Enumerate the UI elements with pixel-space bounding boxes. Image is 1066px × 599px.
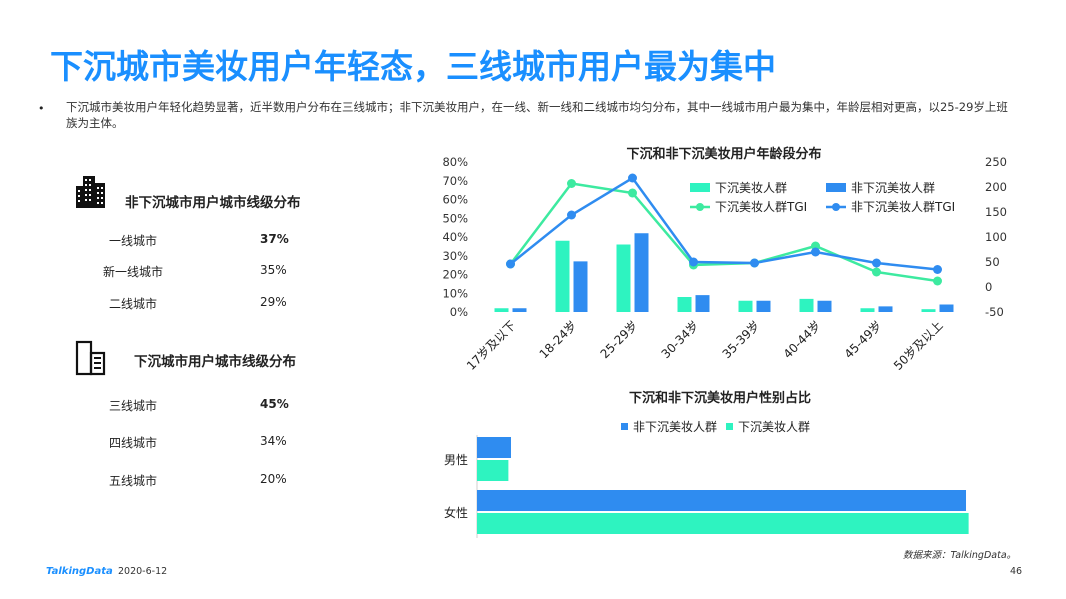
sink-row-label: 三线城市 xyxy=(109,399,158,413)
y-axis-tick-label: 50% xyxy=(442,211,468,225)
tgi-line xyxy=(509,182,938,283)
gender-bar xyxy=(477,437,511,458)
y2-axis-tick-label: 200 xyxy=(985,180,1007,194)
non-sink-row-value: 29% xyxy=(260,295,287,309)
sink-row-value: 34% xyxy=(260,434,287,448)
tgi-point xyxy=(506,259,515,269)
legend-marker xyxy=(696,203,704,211)
sink-section-title: 下沉城市用户城市线级分布 xyxy=(134,354,296,370)
y-axis-tick-label: 0% xyxy=(450,305,468,319)
age-chart-title: 下沉和非下沉美妆用户年龄段分布 xyxy=(626,146,821,162)
tgi-point xyxy=(933,265,942,274)
tgi-point xyxy=(872,267,881,277)
tgi-point xyxy=(689,257,698,267)
city-buildings-icon xyxy=(76,176,105,208)
footer-date: 2020-6-12 xyxy=(118,566,168,577)
legend-marker xyxy=(832,203,840,211)
bullet-dot: • xyxy=(38,102,45,115)
non-sink-row-label: 二线城市 xyxy=(109,297,158,311)
x-axis-tick-label: 17岁及以下 xyxy=(463,318,518,373)
age-bar xyxy=(939,304,954,312)
legend-swatch xyxy=(726,423,733,430)
age-bar xyxy=(738,300,753,312)
gender-bar xyxy=(477,460,509,481)
x-axis-tick-label: 30-34岁 xyxy=(658,318,702,362)
tgi-point xyxy=(567,179,576,188)
non-sink-section-title: 非下沉城市用户城市线级分布 xyxy=(125,195,301,211)
y-axis-tick-label: 60% xyxy=(442,193,468,207)
legend-swatch xyxy=(690,183,710,192)
page-number: 46 xyxy=(1010,566,1023,577)
legend-label: 非下沉美妆人群TGI xyxy=(851,200,955,214)
age-bar xyxy=(616,244,631,312)
x-axis-tick-label: 18-24岁 xyxy=(536,318,580,362)
tgi-point xyxy=(750,258,759,268)
non-sink-row-value: 35% xyxy=(260,263,287,277)
age-bar xyxy=(817,300,832,312)
y2-axis-tick-label: -50 xyxy=(985,305,1004,319)
x-axis-tick-label: 45-49岁 xyxy=(841,318,885,362)
tgi-point xyxy=(872,258,881,268)
sink-row-label: 四线城市 xyxy=(109,436,158,450)
y2-axis-tick-label: 250 xyxy=(985,155,1007,169)
y-axis-tick-label: 70% xyxy=(442,174,468,188)
age-bar xyxy=(494,308,509,312)
tgi-point xyxy=(567,210,576,220)
age-bar xyxy=(860,308,875,312)
x-axis-tick-label: 40-44岁 xyxy=(780,318,824,362)
non-sink-row-value: 37% xyxy=(260,232,289,246)
y-axis-tick-label: 20% xyxy=(442,268,468,282)
building-outline-icon xyxy=(75,340,106,376)
age-bar xyxy=(677,297,692,312)
gender-category-label: 女性 xyxy=(444,505,468,520)
x-axis-tick-label: 25-29岁 xyxy=(597,318,641,362)
tgi-point xyxy=(628,173,637,183)
legend-label: 非下沉美妆人群 xyxy=(633,420,717,434)
age-bar xyxy=(799,298,814,312)
legend-label: 下沉美妆人群TGI xyxy=(715,200,807,214)
age-bar xyxy=(573,261,588,312)
x-axis-tick-label: 35-39岁 xyxy=(719,318,763,362)
age-bar xyxy=(756,300,771,312)
sink-row-value: 45% xyxy=(260,397,289,411)
y-axis-tick-label: 40% xyxy=(442,230,468,244)
age-bar xyxy=(555,240,570,312)
legend-label: 下沉美妆人群 xyxy=(738,420,810,434)
age-bar xyxy=(634,233,649,312)
gender-bar xyxy=(477,490,967,511)
tgi-point xyxy=(933,276,942,286)
y-axis-tick-label: 80% xyxy=(442,155,468,169)
y2-axis-tick-label: 150 xyxy=(985,205,1007,219)
legend-swatch xyxy=(621,423,628,430)
non-sink-row-label: 新一线城市 xyxy=(103,265,164,279)
gender-chart-title: 下沉和非下沉美妆用户性别占比 xyxy=(629,390,811,406)
y-axis-tick-label: 10% xyxy=(442,286,468,300)
y2-axis-tick-label: 0 xyxy=(985,280,992,294)
talkingdata-logo: TalkingData xyxy=(46,566,113,577)
y-axis-tick-label: 30% xyxy=(442,249,468,263)
age-bar xyxy=(512,308,527,312)
y2-axis-tick-label: 100 xyxy=(985,230,1007,244)
tgi-line xyxy=(509,176,938,271)
page-title: 下沉城市美妆用户年轻态，三线城市用户最为集中 xyxy=(50,47,776,86)
legend-label: 非下沉美妆人群 xyxy=(851,181,935,195)
sink-row-value: 20% xyxy=(260,472,287,486)
non-sink-row-label: 一线城市 xyxy=(109,234,158,248)
description-text: 下沉城市美妆用户年轻化趋势显著，近半数用户分布在三线城市；非下沉美妆用户，在一线… xyxy=(66,100,1008,130)
legend-swatch xyxy=(826,183,846,192)
x-axis-tick-label: 50岁及以上 xyxy=(890,318,945,373)
age-bar xyxy=(695,295,710,312)
y2-axis-tick-label: 50 xyxy=(985,255,1000,269)
age-bar xyxy=(878,306,893,312)
data-source: 数据来源：TalkingData。 xyxy=(903,550,1017,561)
gender-category-label: 男性 xyxy=(444,453,468,467)
tgi-point xyxy=(811,247,820,257)
sink-row-label: 五线城市 xyxy=(109,474,158,488)
legend-label: 下沉美妆人群 xyxy=(715,181,787,195)
gender-bar xyxy=(477,513,969,534)
tgi-point xyxy=(628,188,637,198)
age-bar xyxy=(921,309,936,312)
